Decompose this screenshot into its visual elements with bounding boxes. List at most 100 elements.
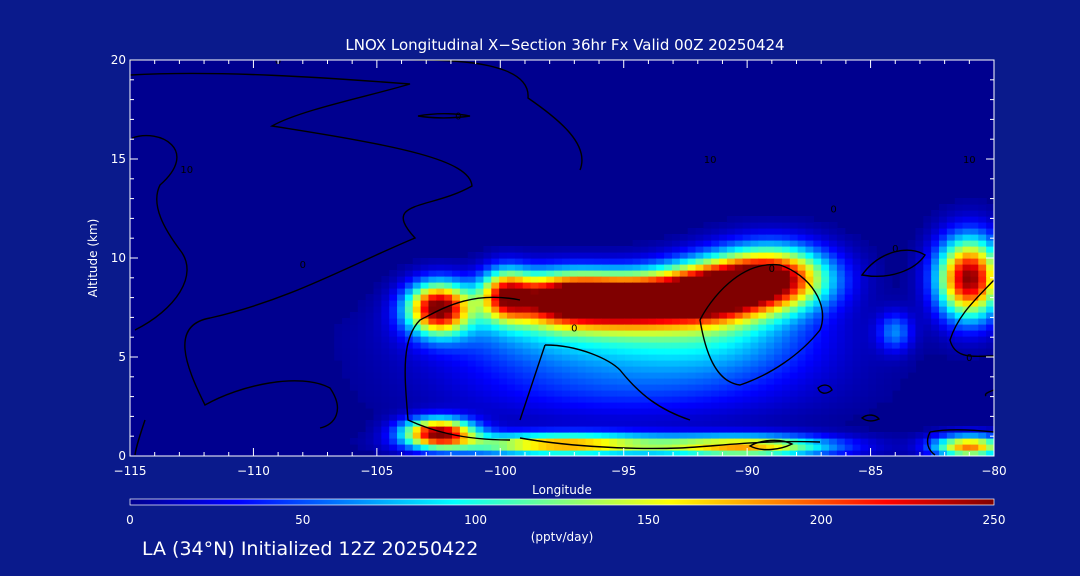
heatmap-cell — [907, 366, 917, 373]
heatmap-cell — [640, 360, 649, 367]
heatmap-cell — [946, 222, 956, 229]
heatmap-cell — [852, 336, 862, 343]
heatmap-cell — [436, 342, 445, 349]
heatmap-cell — [546, 372, 555, 379]
heatmap-cell — [719, 402, 728, 409]
heatmap-cell — [852, 258, 862, 265]
heatmap-cell — [671, 318, 681, 325]
heatmap-cell — [585, 408, 595, 415]
heatmap-cell — [774, 384, 783, 391]
heatmap-cell — [852, 294, 862, 301]
heatmap-cell — [554, 288, 563, 295]
heatmap-cell — [781, 306, 791, 313]
heatmap-cell — [436, 354, 445, 361]
heatmap-cell — [829, 402, 838, 409]
heatmap-cell — [774, 444, 783, 451]
heatmap-cell — [687, 348, 697, 355]
heatmap-cell — [742, 228, 752, 235]
heatmap-cell — [726, 426, 736, 433]
heatmap-cell — [726, 438, 736, 445]
heatmap-cell — [766, 228, 775, 235]
heatmap-cell — [962, 270, 972, 277]
heatmap-cell — [404, 288, 414, 295]
heatmap-cell — [420, 264, 430, 271]
heatmap-cell — [695, 312, 704, 319]
heatmap-cell — [829, 330, 838, 337]
heatmap-cell — [475, 342, 485, 349]
heatmap-cell — [357, 360, 367, 367]
heatmap-cell — [624, 306, 634, 313]
heatmap-cell — [852, 300, 862, 307]
heatmap-cell — [758, 426, 767, 433]
heatmap-cell — [687, 258, 697, 265]
heatmap-cell — [389, 384, 398, 391]
heatmap-cell — [939, 216, 948, 223]
heatmap-cell — [656, 342, 665, 349]
heatmap-cell — [554, 270, 563, 277]
heatmap-cell — [656, 360, 665, 367]
heatmap-cell — [781, 444, 791, 451]
heatmap-cell — [522, 330, 532, 337]
heatmap-cell — [679, 258, 689, 265]
heatmap-cell — [522, 354, 532, 361]
heatmap-cell — [459, 438, 469, 445]
heatmap-cell — [687, 354, 697, 361]
heatmap-cell — [884, 294, 893, 301]
heatmap-cell — [805, 300, 814, 307]
heatmap-cell — [742, 366, 752, 373]
heatmap-cell — [915, 276, 924, 283]
heatmap-cell — [593, 342, 602, 349]
heatmap-cell — [640, 324, 649, 331]
heatmap-cell — [475, 312, 485, 319]
heatmap-cell — [852, 270, 862, 277]
heatmap-cell — [750, 222, 759, 229]
heatmap-cell — [774, 372, 783, 379]
heatmap-cell — [428, 402, 437, 409]
heatmap-cell — [373, 384, 382, 391]
heatmap-cell — [530, 402, 540, 409]
heatmap-cell — [695, 396, 704, 403]
heatmap-cell — [546, 378, 555, 385]
heatmap-cell — [404, 372, 414, 379]
heatmap-cell — [562, 396, 571, 403]
heatmap-cell — [483, 414, 492, 421]
heatmap-cell — [632, 366, 642, 373]
heatmap-cell — [648, 426, 657, 433]
x-tick-label: −115 — [114, 464, 147, 478]
heatmap-cell — [483, 420, 492, 427]
y-axis-label: Altitude (km) — [86, 219, 100, 298]
heatmap-cell — [860, 270, 869, 277]
heatmap-cell — [365, 390, 375, 397]
heatmap-cell — [554, 282, 563, 289]
heatmap-cell — [687, 384, 697, 391]
heatmap-cell — [742, 234, 752, 241]
heatmap-cell — [970, 282, 979, 289]
heatmap-cell — [483, 300, 492, 307]
heatmap-cell — [507, 324, 516, 331]
heatmap-cell — [538, 402, 547, 409]
heatmap-cell — [726, 378, 736, 385]
heatmap-cell — [813, 318, 822, 325]
heatmap-cell — [475, 432, 485, 439]
heatmap-cell — [585, 306, 595, 313]
heatmap-cell — [593, 366, 602, 373]
heatmap-cell — [514, 258, 524, 265]
heatmap-cell — [884, 318, 893, 325]
heatmap-cell — [789, 390, 799, 397]
heatmap-cell — [695, 432, 704, 439]
heatmap-cell — [381, 438, 390, 445]
heatmap-cell — [577, 258, 587, 265]
heatmap-cell — [687, 378, 697, 385]
heatmap-cell — [593, 306, 602, 313]
heatmap-cell — [813, 240, 822, 247]
heatmap-cell — [789, 420, 799, 427]
heatmap-cell — [946, 336, 956, 343]
heatmap-cell — [726, 444, 736, 451]
heatmap-cell — [844, 234, 854, 241]
heatmap-cell — [884, 372, 893, 379]
heatmap-cell — [452, 288, 461, 295]
heatmap-cell — [954, 342, 964, 349]
heatmap-cell — [884, 384, 893, 391]
heatmap-cell — [970, 246, 979, 253]
heatmap-cell — [931, 318, 940, 325]
